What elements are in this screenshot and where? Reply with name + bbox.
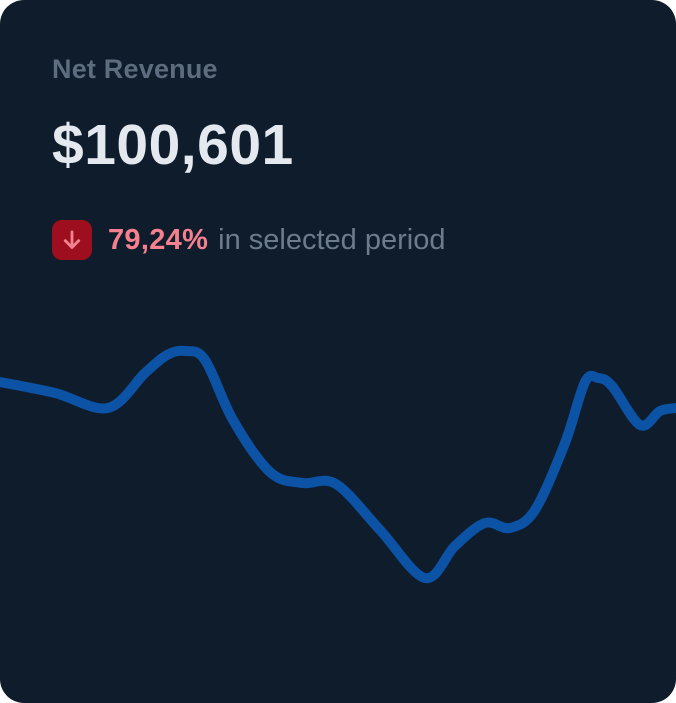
arrow-down-icon — [63, 230, 81, 249]
trend-row: 79,24% in selected period — [52, 220, 446, 260]
trend-period-label: in selected period — [218, 223, 446, 256]
trend-down-badge — [52, 220, 92, 260]
revenue-value: $100,601 — [52, 113, 294, 177]
sparkline-path — [0, 345, 676, 584]
trend-percentage: 79,24% — [108, 223, 209, 256]
card-title: Net Revenue — [52, 54, 218, 84]
revenue-sparkline — [0, 345, 676, 584]
